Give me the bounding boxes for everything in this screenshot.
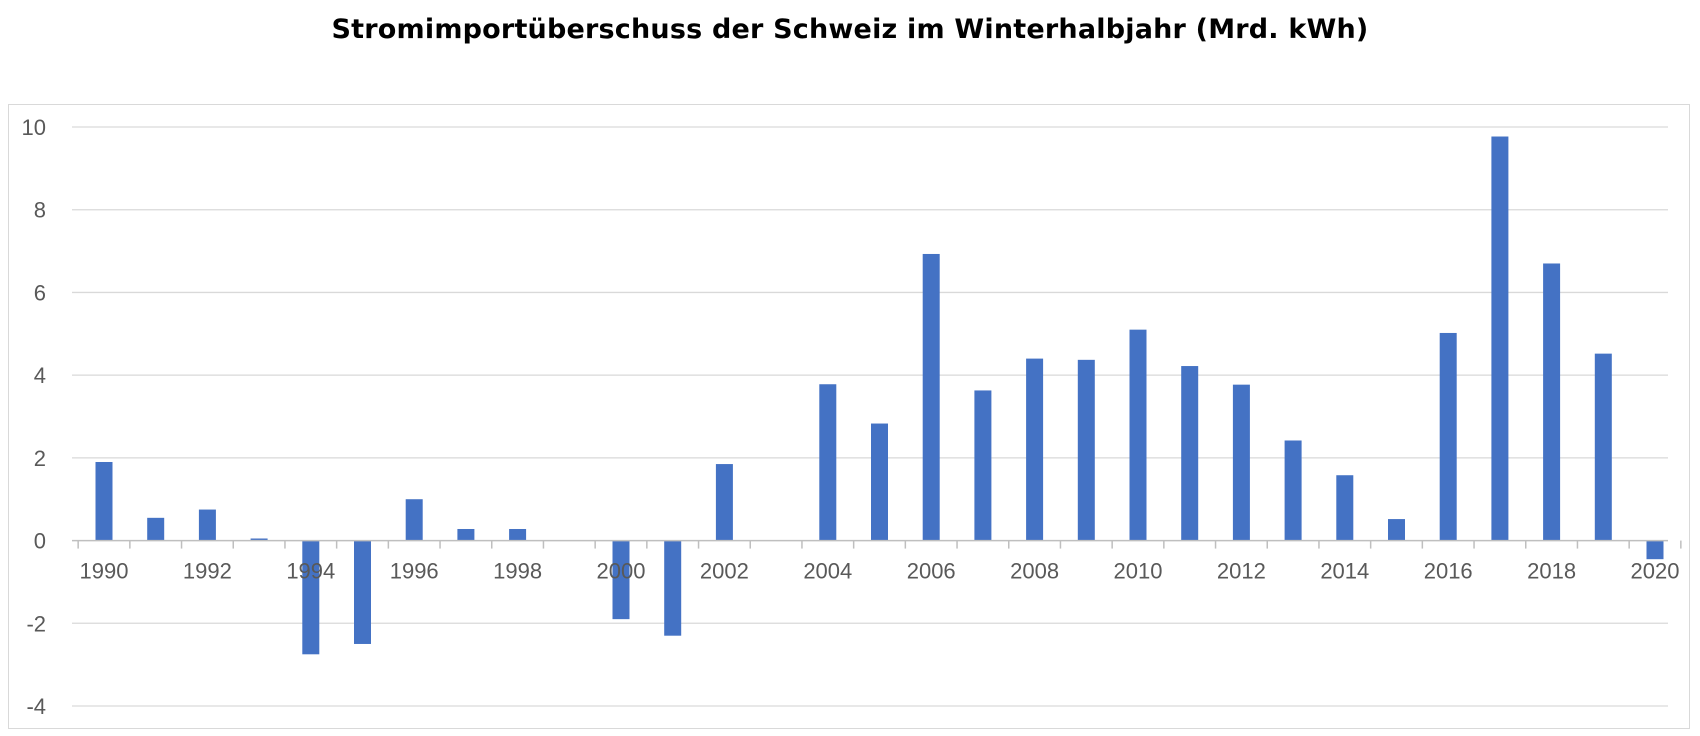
chart-title: Stromimportüberschuss der Schweiz im Win…	[331, 14, 1369, 45]
y-tick-label: -4	[26, 694, 46, 719]
x-tick-label: 2000	[597, 559, 646, 584]
bar-2013	[1284, 440, 1302, 541]
x-tick-label: 2018	[1527, 559, 1576, 584]
x-tick-label: 2014	[1320, 559, 1369, 584]
x-tick-label: 2020	[1631, 559, 1680, 584]
bar-1994	[302, 540, 320, 655]
bar-2014	[1336, 475, 1354, 541]
x-tick-labels: 1990 1992 1994 1996 1998 2000 2002 2004 2006 2008…	[80, 559, 1680, 584]
x-tick-label: 2004	[803, 559, 852, 584]
bar-1997	[457, 528, 475, 541]
bar-1990	[95, 461, 113, 541]
bar-2016	[1439, 332, 1457, 541]
y-tick-label: 8	[34, 198, 46, 223]
bar-2011	[1181, 366, 1199, 541]
x-tick-label: 2016	[1424, 559, 1473, 584]
x-tick-label: 2008	[1010, 559, 1059, 584]
bar-2000	[612, 540, 630, 620]
x-tick-label: 1992	[183, 559, 232, 584]
bar-2008	[1026, 358, 1044, 541]
bar-2002	[715, 464, 733, 541]
x-tick-label: 1998	[493, 559, 542, 584]
bar-2009	[1077, 359, 1095, 541]
bar-1998	[509, 528, 527, 541]
bar-2012	[1232, 384, 1250, 541]
x-tick-label: 1990	[80, 559, 129, 584]
x-tick-label: 1996	[390, 559, 439, 584]
bar-2005	[871, 423, 888, 541]
x-tick-label: 2006	[907, 559, 956, 584]
bar-2017	[1491, 136, 1509, 541]
bar-1991	[147, 517, 165, 541]
y-tick-label: 4	[34, 363, 46, 388]
x-tick-label: 2012	[1217, 559, 1266, 584]
x-tick-label: 2002	[700, 559, 749, 584]
y-tick-label: 2	[34, 446, 46, 471]
y-tick-labels: -4 -2 0 2 4 6 8 10	[22, 115, 46, 719]
bar-2006	[922, 253, 940, 541]
x-axis	[72, 539, 1682, 549]
bar-2004	[819, 384, 837, 541]
bar-1993	[250, 538, 268, 541]
bar-2007	[974, 390, 992, 541]
y-tick-label: -2	[26, 611, 46, 636]
bar-2019	[1594, 353, 1612, 541]
plot-area-frame	[8, 104, 1690, 729]
bar-2020	[1646, 540, 1664, 560]
gridlines	[72, 126, 1668, 707]
x-tick-label: 1994	[286, 559, 335, 584]
y-tick-label: 10	[22, 115, 46, 140]
bar-1995	[354, 540, 371, 644]
x-tick-label: 2010	[1114, 559, 1163, 584]
y-tick-label: 6	[34, 280, 46, 305]
y-tick-label: 0	[34, 529, 46, 554]
bar-2010	[1129, 329, 1147, 541]
bar-2018	[1543, 263, 1561, 541]
bars	[95, 136, 1664, 655]
bar-1996	[405, 499, 423, 541]
bar-1992	[198, 509, 216, 541]
bar-2001	[664, 540, 682, 636]
bar-2015	[1388, 519, 1405, 541]
